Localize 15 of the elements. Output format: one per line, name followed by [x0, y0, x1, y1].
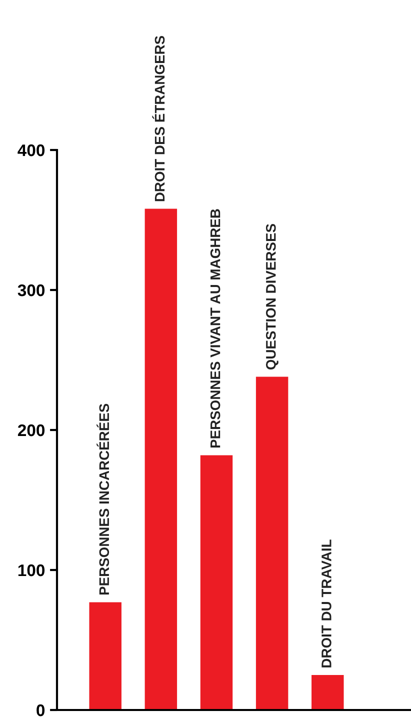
bar — [89, 602, 122, 710]
y-tick-label: 0 — [36, 704, 45, 716]
y-tick-label: 200 — [18, 424, 45, 436]
x-tick-label: DROIT DU TRAVAIL — [322, 540, 332, 668]
x-tick-label: DROIT DES ÉTRANGERS — [152, 36, 165, 202]
bar — [312, 675, 344, 710]
x-tick-label: PERSONNES VIVANT AU MAGHREB — [210, 209, 220, 448]
bar — [200, 455, 233, 710]
bar — [144, 208, 178, 710]
y-tick-label: 400 — [18, 144, 45, 156]
bar — [256, 376, 288, 710]
x-tick-label: PERSONNES INCARCÉRÉES — [96, 404, 110, 595]
y-tick-label: 100 — [18, 564, 45, 576]
x-tick-label: QUESTION DIVERSES — [266, 224, 278, 370]
y-tick-label: 300 — [18, 284, 45, 296]
